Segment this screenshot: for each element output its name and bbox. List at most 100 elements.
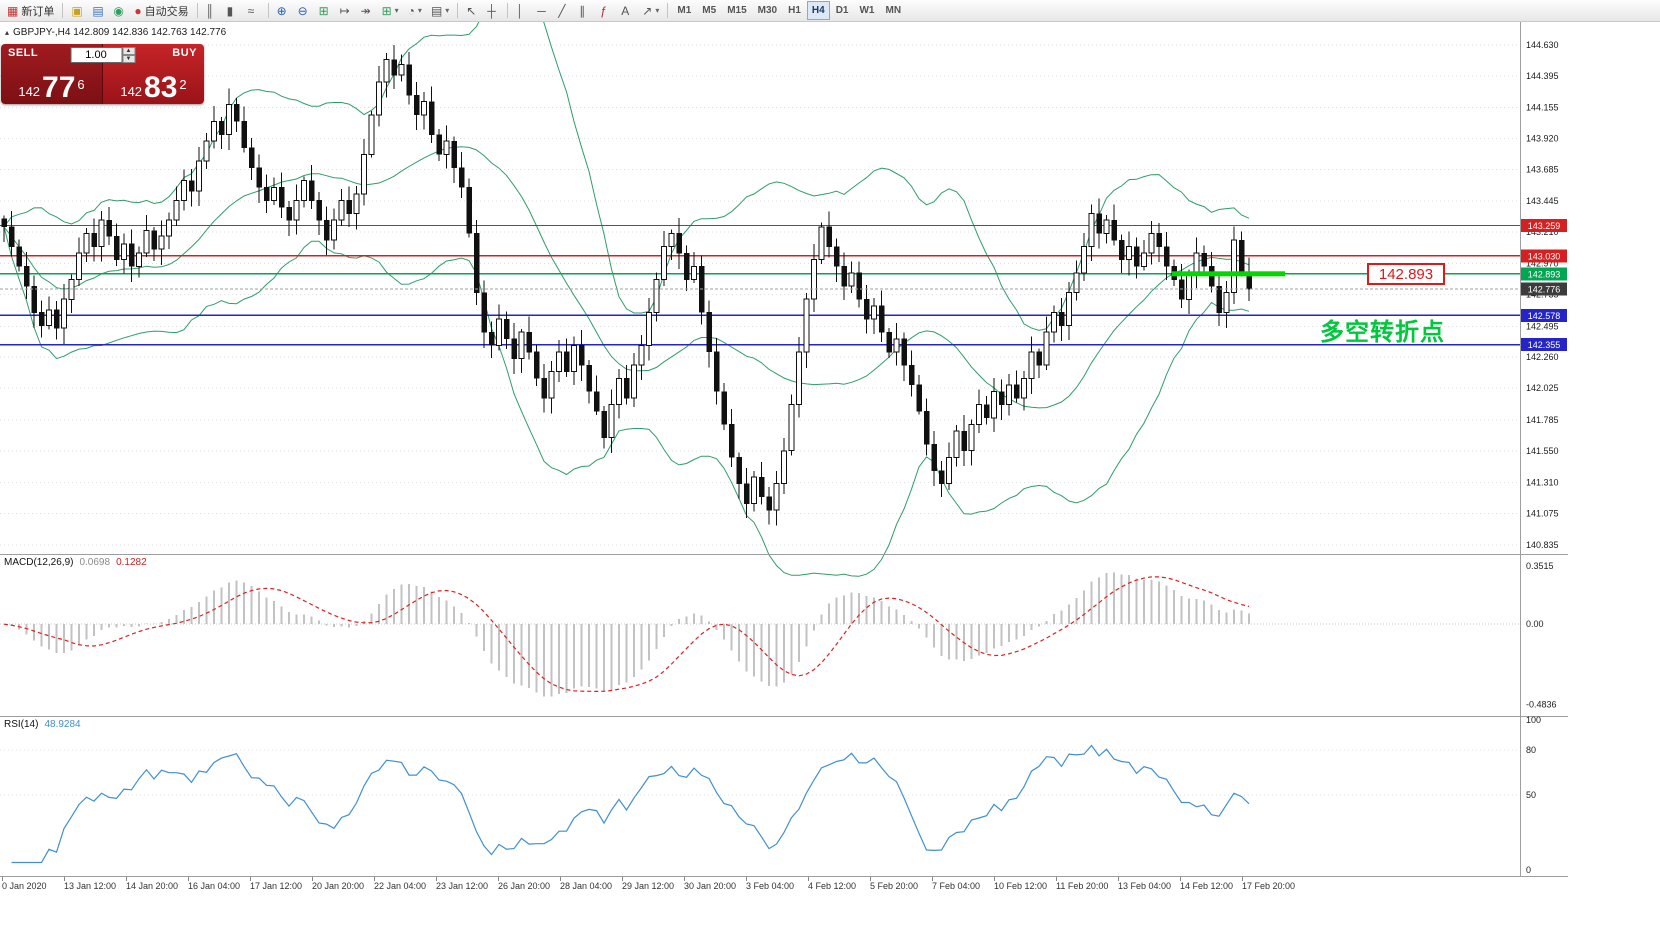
time-axis-label: 28 Jan 04:00 [560,881,612,891]
sell-label: SELL [8,47,39,59]
zoom-in-icon: ⊕ [276,3,287,18]
price-tag-label: 143.030 [1528,251,1561,261]
navigator-button[interactable]: ◉ [109,1,129,20]
macd-axis-label: -0.4836 [1526,699,1557,709]
chart-symbol-line: ▴ GBPJPY-,H4 142.809 142.836 142.763 142… [5,27,226,38]
macd-label-line: MACD(12,26,9) 0.0698 0.1282 [4,557,147,568]
macd-signal-line [3,576,1250,693]
zoom-out-icon: ⊖ [297,3,308,18]
main-toolbar: ▦ 新订单 ▣ ▤ ◉ ● 自动交易 ║ ▮ ≈ ⊕ ⊖ ⊞ ↦ ↠ ⊞ ▾ ◔ ▾ ▤ ▾ ↖ ┼ │ ─ ╱ ∥ ƒ A ↗ ▾ M1 M5… [0,0,1660,22]
timeframe-h1[interactable]: H1 [783,1,806,20]
macd-name: MACD(12,26,9) [4,557,74,568]
price-axis-label: 141.310 [1526,477,1559,487]
timeframe-d1[interactable]: D1 [831,1,854,20]
crosshair-button[interactable]: ┼ [483,1,503,20]
trendline-button[interactable]: ╱ [554,1,574,20]
price-grid [0,44,1520,546]
buy-label: BUY [172,47,197,59]
template-button[interactable]: ▤ ▾ [427,1,453,20]
price-axis-label: 142.260 [1526,352,1559,362]
bollinger-lower-band[interactable] [3,226,1250,577]
auto-scroll-button[interactable]: ↦ [336,1,356,20]
zoom-in-button[interactable]: ⊕ [273,1,293,20]
price-tag-label: 142.776 [1528,285,1561,295]
fibonacci-icon: ƒ [600,3,607,18]
bar-chart-icon: ║ [205,3,215,18]
autotrading-button-label: 自动交易 [144,5,189,18]
vertical-line-button[interactable]: │ [512,1,532,20]
support-zone-highlight[interactable] [1172,271,1285,277]
tile-windows-button[interactable]: ⊞ [315,1,335,20]
price-tag [1521,338,1567,352]
timeframe-w1[interactable]: W1 [854,1,879,20]
price-tag [1521,249,1567,263]
price-axis-label: 141.785 [1526,415,1559,425]
toolbar-separator [62,3,64,18]
candlestick-chart-button[interactable]: ▮ [223,1,243,20]
new-order-button[interactable]: ▦ 新订单 [3,1,58,20]
price-axis-label: 141.550 [1526,446,1559,456]
horizontal-line-button[interactable]: ─ [533,1,553,20]
period-selector-icon: ◔ [407,3,415,18]
turning-point-annotation[interactable]: 多空转折点 [1320,319,1445,346]
timeframe-m15[interactable]: M15 [722,1,751,20]
rsi-label-line: RSI(14) 48.9284 [4,719,81,730]
price-axis-label: 144.155 [1526,103,1559,113]
price-axis-label: 140.835 [1526,540,1559,550]
time-axis-label: 3 Feb 04:00 [746,881,794,891]
chart-window-button[interactable]: ▣ [67,1,87,20]
time-axis-label: 14 Feb 12:00 [1180,881,1233,891]
timeframe-m1[interactable]: M1 [672,1,696,20]
time-axis-label: 4 Feb 12:00 [808,881,856,891]
candlestick-chart-icon: ▮ [226,3,234,18]
chart-shift-button[interactable]: ↠ [357,1,377,20]
timeframe-m5[interactable]: M5 [697,1,721,20]
line-chart-button[interactable]: ≈ [244,1,264,20]
time-axis-label: 13 Jan 12:00 [64,881,116,891]
volume-spinner: ▲ ▼ [122,47,135,63]
toolbar-separator [667,3,669,18]
rsi-value: 48.9284 [44,719,81,730]
new-chart-icon: ⊞ [381,3,392,18]
text-label-button[interactable]: A [617,1,637,20]
timeframe-m30[interactable]: M30 [753,1,782,20]
price-callout-box[interactable]: 142.893 [1367,263,1445,285]
time-axis-label: 30 Jan 20:00 [684,881,736,891]
price-axis-label: 143.445 [1526,196,1559,206]
volume-down-button[interactable]: ▼ [122,55,135,63]
time-axis-label: 17 Jan 12:00 [250,881,302,891]
data-window-button[interactable]: ▤ [88,1,108,20]
autotrading-button[interactable]: ● 自动交易 [130,1,192,20]
time-axis-label: 7 Feb 04:00 [932,881,980,891]
bid-price: 142 77 6 [1,73,102,103]
one-click-collapse-icon[interactable]: ▴ [5,28,10,37]
dropdown-caret-icon: ▾ [655,6,660,15]
timeframe-h4[interactable]: H4 [806,1,830,20]
time-axis-label: 0 Jan 2020 [2,881,47,891]
arrows-button[interactable]: ↗ ▾ [638,1,663,20]
time-axis-label: 14 Jan 20:00 [126,881,178,891]
price-axis-label: 142.970 [1526,259,1559,269]
volume-input[interactable] [70,47,122,63]
bollinger-upper-band[interactable] [3,0,1250,331]
data-window-icon: ▤ [92,3,104,18]
toolbar-separator [457,3,459,18]
channel-button[interactable]: ∥ [575,1,595,20]
new-chart-button[interactable]: ⊞ ▾ [378,1,403,20]
ask-price-main: 83 [144,71,178,104]
period-selector-button[interactable]: ◔ ▾ [404,1,426,20]
time-axis-label: 29 Jan 12:00 [622,881,674,891]
zoom-out-button[interactable]: ⊖ [294,1,314,20]
bid-price-pip: 6 [77,77,85,92]
timeframe-mn[interactable]: MN [880,1,906,20]
bar-chart-button[interactable]: ║ [202,1,222,20]
one-click-trading-panel: SELL 142 77 6 BUY 142 83 2 ▲ ▼ [1,44,204,104]
rsi-axis-label: 0 [1526,865,1531,875]
text-label-icon: A [621,3,630,18]
fibonacci-button[interactable]: ƒ [596,1,616,20]
cursor-button[interactable]: ↖ [462,1,482,20]
volume-up-button[interactable]: ▲ [122,47,135,55]
price-axis-label: 142.495 [1526,321,1559,331]
new-order-button-label: 新订单 [21,5,55,18]
